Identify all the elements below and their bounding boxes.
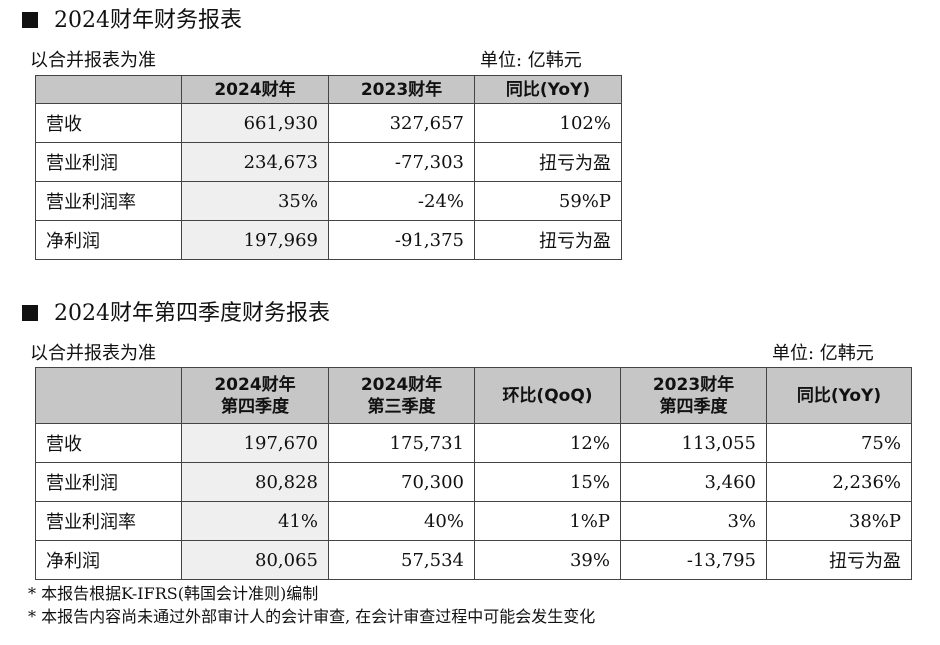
square-bullet-icon: [22, 12, 38, 28]
value-cell: 234,673: [181, 142, 329, 182]
quarterly-financial-table: 2024财年 第四季度 2024财年 第三季度 环比(QoQ) 2023财年 第四季度…: [35, 367, 912, 580]
header-cell: 2024财年 第三季度: [328, 367, 475, 424]
header-cell: 2024财年 第四季度: [181, 367, 329, 424]
table-row: 净利润 80,065 57,534 39% -13,795 扭亏为盈: [35, 540, 912, 580]
section1-title: 2024财年财务报表: [22, 8, 242, 34]
value-cell: 39%: [474, 540, 621, 580]
section2-unit: 单位: 亿韩元: [772, 343, 874, 364]
row-label: 营收: [35, 103, 182, 143]
value-cell: 扭亏为盈: [474, 142, 622, 182]
value-cell: 102%: [474, 103, 622, 143]
value-cell: 2,236%: [766, 462, 912, 502]
header-line1: 2024财年: [214, 374, 296, 395]
header-line1: 2024财年: [360, 374, 443, 395]
header-cell: 同比(YoY): [474, 75, 622, 104]
header-line1: 环比(QoQ): [502, 385, 593, 406]
value-cell: -91,375: [328, 220, 475, 260]
table-row: 营收 661,930 327,657 102%: [35, 103, 622, 143]
header-cell: 2023财年 第四季度: [620, 367, 767, 424]
value-cell: 41%: [181, 501, 329, 541]
value-cell: 661,930: [181, 103, 329, 143]
value-cell: 3%: [620, 501, 767, 541]
row-label: 营业利润率: [35, 501, 182, 541]
table-header-row: 2024财年 2023财年 同比(YoY): [35, 75, 622, 104]
value-cell: 175,731: [328, 423, 475, 463]
header-cell: 2024财年: [181, 75, 329, 104]
header-line2: 第四季度: [659, 396, 728, 417]
value-cell: -77,303: [328, 142, 475, 182]
row-label: 净利润: [35, 220, 182, 260]
table-row: 营业利润率 35% -24% 59%P: [35, 181, 622, 221]
header-cell: [35, 75, 182, 104]
value-cell: 327,657: [328, 103, 475, 143]
value-cell: 80,065: [181, 540, 329, 580]
section1-basis: 以合并报表为准: [30, 50, 156, 71]
value-cell: 57,534: [328, 540, 475, 580]
footnote: * 本报告根据K-IFRS(韩国会计准则)编制: [28, 584, 319, 603]
row-label: 营收: [35, 423, 182, 463]
annual-financial-table: 2024财年 2023财年 同比(YoY) 营收 661,930 327,657…: [35, 75, 622, 260]
header-cell: [35, 367, 182, 424]
value-cell: 113,055: [620, 423, 767, 463]
value-cell: 197,969: [181, 220, 329, 260]
value-cell: 15%: [474, 462, 621, 502]
header-cell: 环比(QoQ): [474, 367, 621, 424]
value-cell: 扭亏为盈: [474, 220, 622, 260]
value-cell: -24%: [328, 181, 475, 221]
value-cell: 197,670: [181, 423, 329, 463]
header-line2: 第三季度: [367, 396, 436, 417]
value-cell: 35%: [181, 181, 329, 221]
table-row: 净利润 197,969 -91,375 扭亏为盈: [35, 220, 622, 260]
header-cell: 2023财年: [328, 75, 475, 104]
table-row: 营业利润 234,673 -77,303 扭亏为盈: [35, 142, 622, 182]
table-header-row: 2024财年 第四季度 2024财年 第三季度 环比(QoQ) 2023财年 第四季度…: [35, 367, 912, 424]
header-cell: 同比(YoY): [766, 367, 912, 424]
value-cell: 80,828: [181, 462, 329, 502]
value-cell: 59%P: [474, 181, 622, 221]
value-cell: 1%P: [474, 501, 621, 541]
row-label: 营业利润率: [35, 181, 182, 221]
section2-basis: 以合并报表为准: [30, 343, 156, 364]
value-cell: 75%: [766, 423, 912, 463]
value-cell: 扭亏为盈: [766, 540, 912, 580]
value-cell: -13,795: [620, 540, 767, 580]
section2-title: 2024财年第四季度财务报表: [22, 301, 330, 327]
row-label: 营业利润: [35, 462, 182, 502]
row-label: 营业利润: [35, 142, 182, 182]
header-line2: 第四季度: [221, 396, 289, 417]
value-cell: 3,460: [620, 462, 767, 502]
value-cell: 38%P: [766, 501, 912, 541]
footnote: * 本报告内容尚未通过外部审计人的会计审查, 在会计审查过程中可能会发生变化: [28, 607, 596, 626]
table-row: 营收 197,670 175,731 12% 113,055 75%: [35, 423, 912, 463]
table-row: 营业利润 80,828 70,300 15% 3,460 2,236%: [35, 462, 912, 502]
section1-title-text: 2024财年财务报表: [54, 8, 242, 33]
section2-title-text: 2024财年第四季度财务报表: [54, 301, 330, 326]
header-line1: 2023财年: [652, 374, 735, 395]
square-bullet-icon: [22, 305, 38, 321]
value-cell: 12%: [474, 423, 621, 463]
value-cell: 70,300: [328, 462, 475, 502]
header-line1: 同比(YoY): [796, 385, 882, 406]
value-cell: 40%: [328, 501, 475, 541]
section1-unit: 单位: 亿韩元: [480, 50, 582, 71]
table-row: 营业利润率 41% 40% 1%P 3% 38%P: [35, 501, 912, 541]
row-label: 净利润: [35, 540, 182, 580]
